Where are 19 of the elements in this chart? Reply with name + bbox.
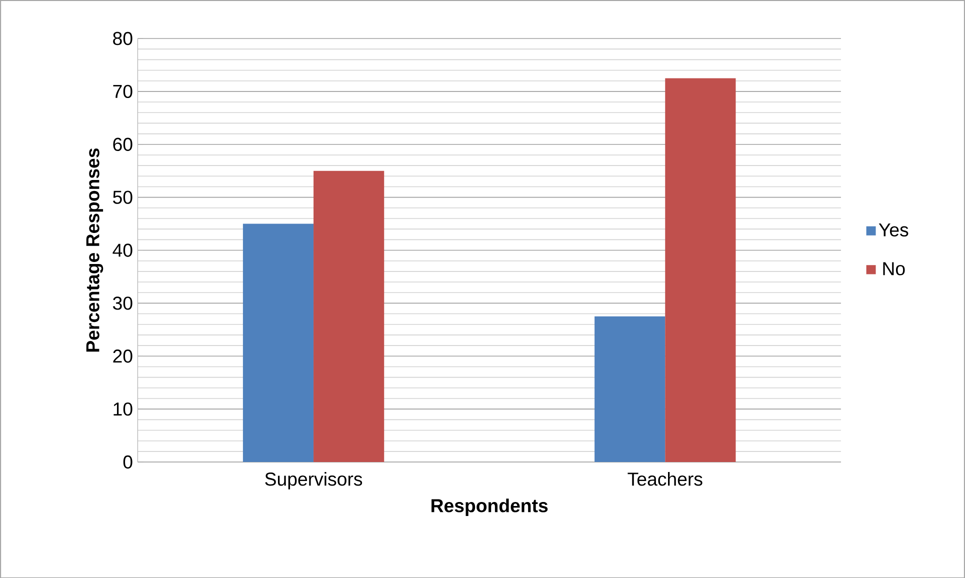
- bar: [594, 316, 666, 462]
- y-tick-label: 80: [113, 32, 132, 45]
- y-tick-label: 10: [114, 402, 132, 416]
- y-tick-label: 0: [123, 455, 132, 468]
- bar: [665, 78, 736, 462]
- y-tick-label: 70: [113, 84, 132, 98]
- y-tick-label: 30: [112, 296, 132, 310]
- y-tick-label: 40: [112, 243, 132, 257]
- y-axis-title: Percentage Responses: [86, 148, 104, 352]
- x-axis-title: Respondents: [432, 498, 548, 516]
- x-tick-label: Teachers: [628, 472, 702, 486]
- x-tick-label: Supervisors: [265, 472, 362, 490]
- y-tick-label: 20: [113, 349, 132, 363]
- legend-label: Yes: [878, 223, 908, 236]
- y-tick-label: 60: [113, 138, 132, 151]
- bar: [242, 224, 314, 462]
- bar: [314, 170, 384, 462]
- y-tick-label: 50: [113, 190, 132, 204]
- legend-label: No: [883, 262, 905, 276]
